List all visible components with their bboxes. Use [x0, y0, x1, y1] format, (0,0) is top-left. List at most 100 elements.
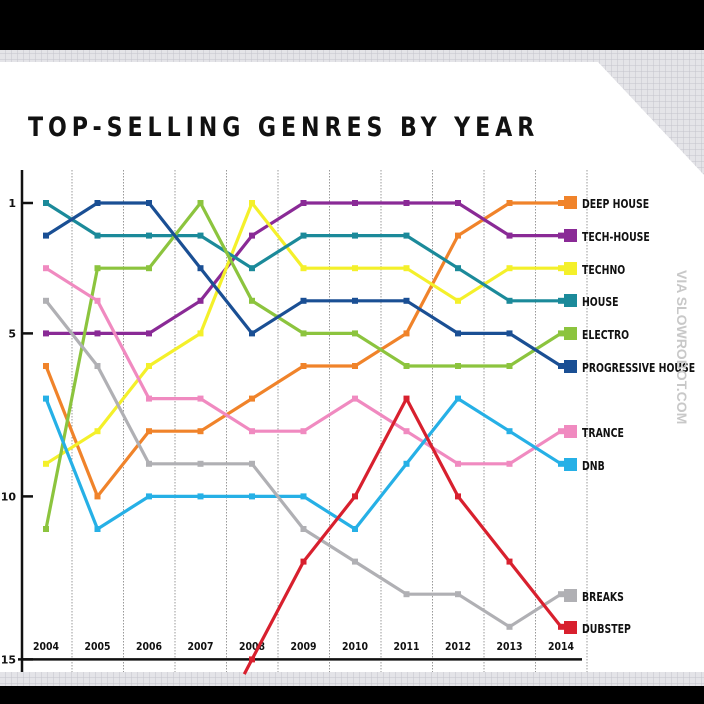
data-point [249, 232, 255, 239]
data-point [197, 395, 204, 402]
data-point [558, 460, 564, 467]
data-point [506, 558, 513, 565]
legend-swatch [564, 229, 577, 242]
data-point [94, 200, 101, 206]
data-point [352, 363, 358, 369]
chart-title: TOP-SELLING GENRES BY YEAR [28, 112, 540, 143]
data-point [197, 428, 204, 435]
data-point [352, 232, 358, 239]
legend-swatch [564, 589, 577, 602]
data-point [43, 297, 49, 304]
legend-swatch [564, 425, 577, 438]
x-tick-label: 2010 [342, 641, 368, 653]
data-point [146, 200, 152, 206]
data-point [249, 200, 255, 206]
data-point [300, 330, 307, 337]
data-point [300, 428, 307, 435]
data-point [249, 395, 255, 402]
data-point [455, 200, 461, 206]
data-point [558, 623, 564, 630]
series-line [46, 201, 569, 335]
data-point [146, 232, 152, 239]
data-point [146, 493, 152, 500]
data-point [506, 297, 513, 304]
data-point [455, 265, 461, 272]
data-point [506, 265, 513, 272]
data-point [43, 395, 49, 402]
legend-label: BREAKS [582, 590, 624, 604]
data-point [300, 363, 307, 369]
data-point [249, 265, 255, 272]
data-point [300, 493, 307, 500]
legend-swatch [564, 262, 577, 275]
data-point [403, 460, 410, 467]
data-point [249, 297, 255, 304]
x-tick-label: 2008 [239, 641, 265, 653]
data-point [506, 200, 513, 206]
data-point [94, 363, 101, 369]
data-point [43, 265, 49, 272]
y-tick-label: 1 [8, 197, 16, 210]
data-point [300, 265, 307, 272]
series-line [44, 397, 569, 531]
data-point [352, 297, 358, 304]
legend-label: TRANCE [582, 426, 624, 440]
data-point [403, 395, 410, 402]
legend-swatch [564, 294, 577, 307]
data-point [506, 428, 513, 435]
data-point [94, 232, 101, 239]
data-point [352, 265, 358, 272]
data-point [300, 526, 307, 532]
x-tick-label: 2009 [291, 641, 317, 653]
legend-label: DEEP HOUSE [582, 197, 649, 211]
data-point [455, 493, 461, 500]
data-point [197, 265, 204, 272]
data-point [43, 526, 49, 532]
data-point [197, 460, 204, 467]
data-point [249, 460, 255, 467]
data-point [558, 428, 564, 435]
data-point [146, 330, 152, 337]
data-point [506, 363, 513, 369]
legend-swatch [564, 327, 577, 340]
legend-label: TECHNO [582, 263, 625, 277]
legend-label: DUBSTEP [582, 622, 631, 636]
data-point [455, 591, 461, 598]
data-point [197, 200, 204, 206]
data-point [403, 330, 410, 337]
data-point [558, 591, 564, 598]
data-point [352, 526, 358, 532]
x-tick-label: 2014 [548, 641, 574, 653]
data-point [506, 232, 513, 239]
x-tick-label: 2013 [497, 641, 523, 653]
data-point [43, 460, 49, 467]
data-point [94, 297, 101, 304]
y-tick-label: 15 [1, 653, 16, 666]
data-point [249, 428, 255, 435]
data-point [455, 363, 461, 369]
data-point [300, 558, 307, 565]
data-point [94, 330, 101, 337]
data-point [300, 297, 307, 304]
series-line [44, 201, 568, 498]
data-point [455, 330, 461, 337]
data-point [43, 232, 49, 239]
y-tick-label: 10 [1, 490, 17, 503]
data-point [352, 395, 358, 402]
data-point [94, 265, 101, 272]
data-point [455, 232, 461, 239]
data-point [94, 493, 101, 500]
legend-label: HOUSE [582, 295, 618, 309]
data-point [43, 200, 49, 206]
legend-swatch [564, 196, 577, 209]
data-point [197, 330, 204, 337]
data-point [403, 428, 410, 435]
x-tick-label: 2007 [188, 641, 214, 653]
data-point [455, 460, 461, 467]
data-point [455, 297, 461, 304]
data-point [249, 656, 255, 663]
data-point [403, 200, 410, 206]
legend-swatch [564, 458, 577, 471]
series-line [45, 201, 569, 369]
legend-label: ELECTRO [582, 328, 629, 342]
